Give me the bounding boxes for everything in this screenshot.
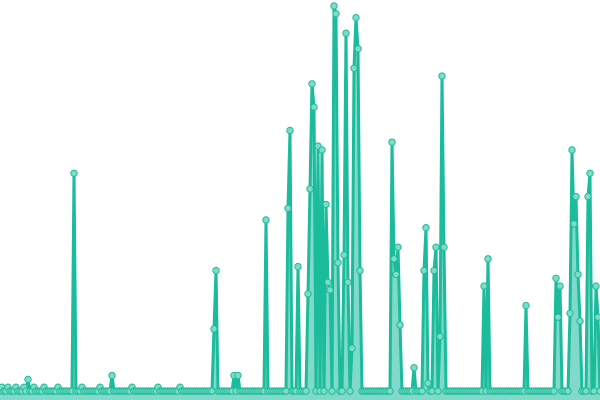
data-point[interactable]: [342, 29, 350, 37]
data-point[interactable]: [208, 387, 216, 395]
data-point[interactable]: [324, 278, 332, 286]
data-point[interactable]: [322, 200, 330, 209]
data-point[interactable]: [326, 286, 334, 294]
data-point[interactable]: [302, 387, 310, 395]
data-point[interactable]: [590, 387, 598, 395]
data-point[interactable]: [338, 387, 346, 395]
data-point[interactable]: [346, 387, 354, 395]
data-point[interactable]: [410, 364, 418, 372]
data-point[interactable]: [522, 301, 530, 310]
data-point[interactable]: [304, 290, 312, 298]
data-point[interactable]: [306, 185, 314, 193]
data-point[interactable]: [294, 262, 302, 271]
data-point[interactable]: [348, 344, 356, 353]
data-point[interactable]: [568, 146, 576, 154]
data-point[interactable]: [386, 387, 394, 395]
data-point[interactable]: [108, 371, 116, 380]
data-point[interactable]: [572, 192, 580, 201]
data-point[interactable]: [418, 387, 426, 395]
data-point[interactable]: [24, 375, 32, 384]
data-point[interactable]: [394, 243, 402, 251]
data-point[interactable]: [438, 72, 446, 80]
data-point[interactable]: [566, 309, 574, 318]
line-layer: [0, 4, 600, 393]
data-point[interactable]: [436, 332, 444, 341]
data-point[interactable]: [388, 138, 396, 146]
data-point[interactable]: [424, 379, 432, 388]
data-point[interactable]: [570, 220, 578, 228]
data-point[interactable]: [396, 321, 404, 329]
data-point[interactable]: [332, 10, 340, 18]
data-point[interactable]: [350, 64, 358, 72]
data-point[interactable]: [320, 387, 328, 395]
data-point[interactable]: [356, 266, 364, 275]
data-point[interactable]: [334, 259, 342, 267]
data-point[interactable]: [390, 255, 398, 263]
data-point[interactable]: [434, 387, 442, 395]
data-point[interactable]: [318, 146, 326, 154]
data-point[interactable]: [352, 13, 360, 22]
data-point[interactable]: [594, 313, 600, 321]
data-point[interactable]: [344, 278, 352, 286]
data-point[interactable]: [354, 45, 362, 53]
data-point[interactable]: [484, 255, 492, 263]
data-point[interactable]: [574, 270, 582, 279]
data-point[interactable]: [234, 371, 242, 380]
data-point[interactable]: [328, 387, 336, 395]
data-point[interactable]: [550, 387, 558, 395]
series-line: [0, 4, 600, 393]
data-point[interactable]: [282, 387, 290, 395]
data-point[interactable]: [582, 387, 590, 395]
data-point[interactable]: [586, 169, 594, 177]
data-point[interactable]: [392, 270, 400, 279]
data-point[interactable]: [420, 266, 428, 275]
data-point[interactable]: [286, 126, 294, 135]
data-point[interactable]: [262, 216, 270, 224]
data-point[interactable]: [430, 266, 438, 275]
data-point[interactable]: [564, 387, 572, 395]
data-point[interactable]: [428, 387, 436, 395]
data-point[interactable]: [552, 274, 560, 282]
data-point[interactable]: [330, 2, 338, 10]
data-point[interactable]: [592, 282, 600, 290]
data-point[interactable]: [310, 103, 318, 111]
data-point[interactable]: [308, 80, 316, 88]
data-point[interactable]: [576, 317, 584, 325]
data-point[interactable]: [210, 325, 218, 333]
data-point[interactable]: [284, 204, 292, 212]
data-point[interactable]: [556, 282, 564, 290]
data-point[interactable]: [480, 282, 488, 290]
data-point[interactable]: [340, 251, 348, 259]
data-point[interactable]: [584, 192, 592, 201]
data-point[interactable]: [70, 169, 78, 177]
data-point[interactable]: [432, 243, 440, 251]
data-point[interactable]: [554, 313, 562, 321]
data-point[interactable]: [212, 266, 220, 275]
data-point[interactable]: [440, 243, 448, 251]
data-point[interactable]: [422, 224, 430, 232]
